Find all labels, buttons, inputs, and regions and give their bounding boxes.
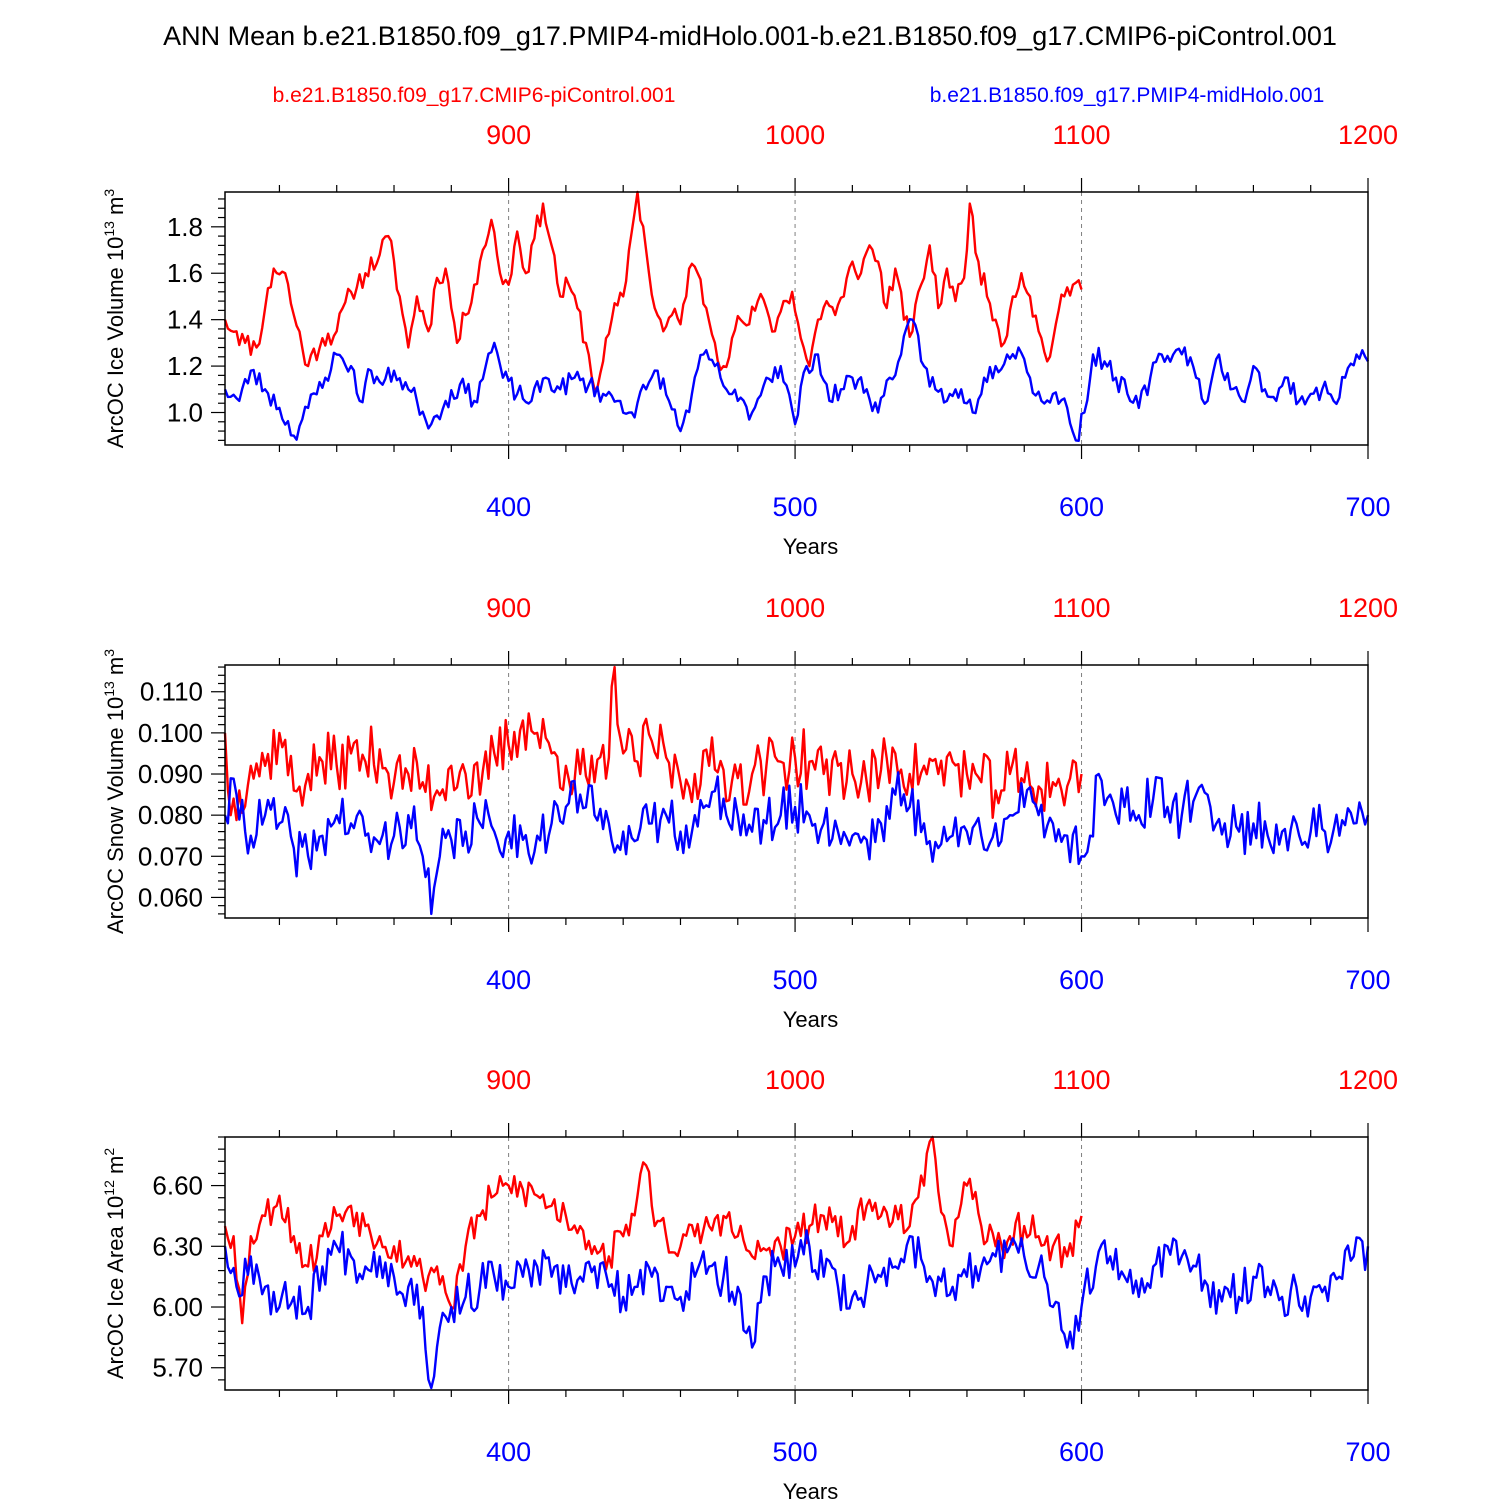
y-tick-label: 0.110 — [140, 677, 203, 707]
x-tick-label-top: 900 — [486, 1065, 531, 1095]
x-tick-label-bottom: 600 — [1059, 1437, 1104, 1467]
y-axis-label-unit-exponent: 3 — [101, 649, 117, 657]
y-axis-label-text: ArcOC Ice Volume 10 — [103, 237, 128, 449]
x-tick-label-bottom: 400 — [486, 492, 531, 522]
y-tick-label: 0.060 — [138, 882, 203, 912]
y-axis-label: ArcOC Snow Volume 1013 m3 — [101, 649, 128, 934]
y-axis-label-exponent: 13 — [101, 681, 117, 697]
x-tick-label-top: 900 — [486, 593, 531, 623]
y-tick-label: 0.100 — [138, 718, 203, 748]
x-tick-label-top: 1100 — [1053, 120, 1111, 150]
x-axis-label: Years — [783, 534, 838, 559]
series-line-picontrol — [223, 190, 1083, 391]
plot-frame — [224, 191, 1369, 446]
y-tick-label: 1.8 — [167, 212, 203, 242]
x-tick-label-bottom: 600 — [1059, 965, 1104, 995]
y-axis-label-unit: m — [103, 197, 128, 221]
x-tick-label-top: 1000 — [765, 593, 825, 623]
figure-title: ANN Mean b.e21.B1850.f09_g17.PMIP4-midHo… — [163, 21, 1337, 51]
y-tick-label: 5.70 — [152, 1353, 203, 1383]
plot-frame — [224, 664, 1369, 919]
legend-blue-case: b.e21.B1850.f09_g17.PMIP4-midHolo.001 — [930, 84, 1325, 107]
x-tick-label-bottom: 500 — [773, 1437, 818, 1467]
y-tick-label: 0.070 — [138, 841, 203, 871]
y-tick-label: 1.4 — [167, 305, 203, 335]
y-tick-label: 1.0 — [167, 398, 203, 428]
series-line-midholo — [223, 1229, 1370, 1390]
y-tick-label: 6.30 — [152, 1231, 203, 1261]
x-tick-label-top: 1200 — [1338, 593, 1398, 623]
plot-frame — [224, 1136, 1369, 1391]
y-axis-label-unit-exponent: 2 — [101, 1148, 117, 1156]
y-axis-label: ArcOC Ice Area 1012 m2 — [101, 1148, 128, 1379]
x-tick-label-bottom: 600 — [1059, 492, 1104, 522]
x-axis-label: Years — [783, 1479, 838, 1500]
x-tick-label-bottom: 700 — [1345, 1437, 1390, 1467]
x-tick-label-top: 1100 — [1053, 593, 1111, 623]
series-line-midholo — [223, 771, 1370, 916]
x-tick-label-bottom: 700 — [1345, 965, 1390, 995]
y-tick-label: 0.090 — [138, 759, 203, 789]
x-tick-label-top: 1100 — [1053, 1065, 1111, 1095]
panel-ice-volume: 400 500 600 700 900 1000 1100 1200 Years 1.0 1.2 1.… — [101, 120, 1398, 559]
y-tick-label: 1.2 — [167, 351, 203, 381]
x-axis-label: Years — [783, 1007, 838, 1032]
y-axis-label-text: ArcOC Ice Area 10 — [103, 1196, 128, 1379]
x-tick-label-top: 1000 — [765, 120, 825, 150]
legend-red-case: b.e21.B1850.f09_g17.CMIP6-piControl.001 — [273, 84, 676, 107]
x-tick-label-top: 1200 — [1338, 120, 1398, 150]
panel-ice-area: 400 500 600 700 900 1000 1100 1200 Years 5.70 6.00… — [101, 1065, 1398, 1500]
y-axis-label-exponent: 13 — [101, 221, 117, 237]
series-line-midholo — [223, 318, 1370, 442]
y-tick-label: 6.60 — [152, 1171, 203, 1201]
x-tick-label-top: 1000 — [765, 1065, 825, 1095]
y-axis-label-text: ArcOC Snow Volume 10 — [103, 697, 128, 934]
y-tick-label: 0.080 — [138, 800, 203, 830]
x-tick-label-bottom: 400 — [486, 1437, 531, 1467]
y-axis-label-exponent: 12 — [101, 1180, 117, 1196]
x-tick-label-bottom: 500 — [773, 965, 818, 995]
y-axis-label-unit: m — [103, 657, 128, 681]
y-axis-label: ArcOC Ice Volume 1013 m3 — [101, 189, 128, 449]
x-tick-label-top: 1200 — [1338, 1065, 1398, 1095]
x-tick-label-bottom: 500 — [773, 492, 818, 522]
y-axis-label-unit: m — [103, 1156, 128, 1180]
series-line-picontrol — [223, 1135, 1083, 1325]
y-axis-label-unit-exponent: 3 — [101, 189, 117, 197]
x-tick-label-top: 900 — [486, 120, 531, 150]
x-tick-label-bottom: 700 — [1345, 492, 1390, 522]
y-tick-label: 1.6 — [167, 258, 203, 288]
y-tick-label: 6.00 — [152, 1292, 203, 1322]
series-line-picontrol — [223, 665, 1083, 822]
x-tick-label-bottom: 400 — [486, 965, 531, 995]
panel-snow-volume: 400 500 600 700 900 1000 1100 1200 Years 0.060 0.0… — [101, 593, 1398, 1032]
